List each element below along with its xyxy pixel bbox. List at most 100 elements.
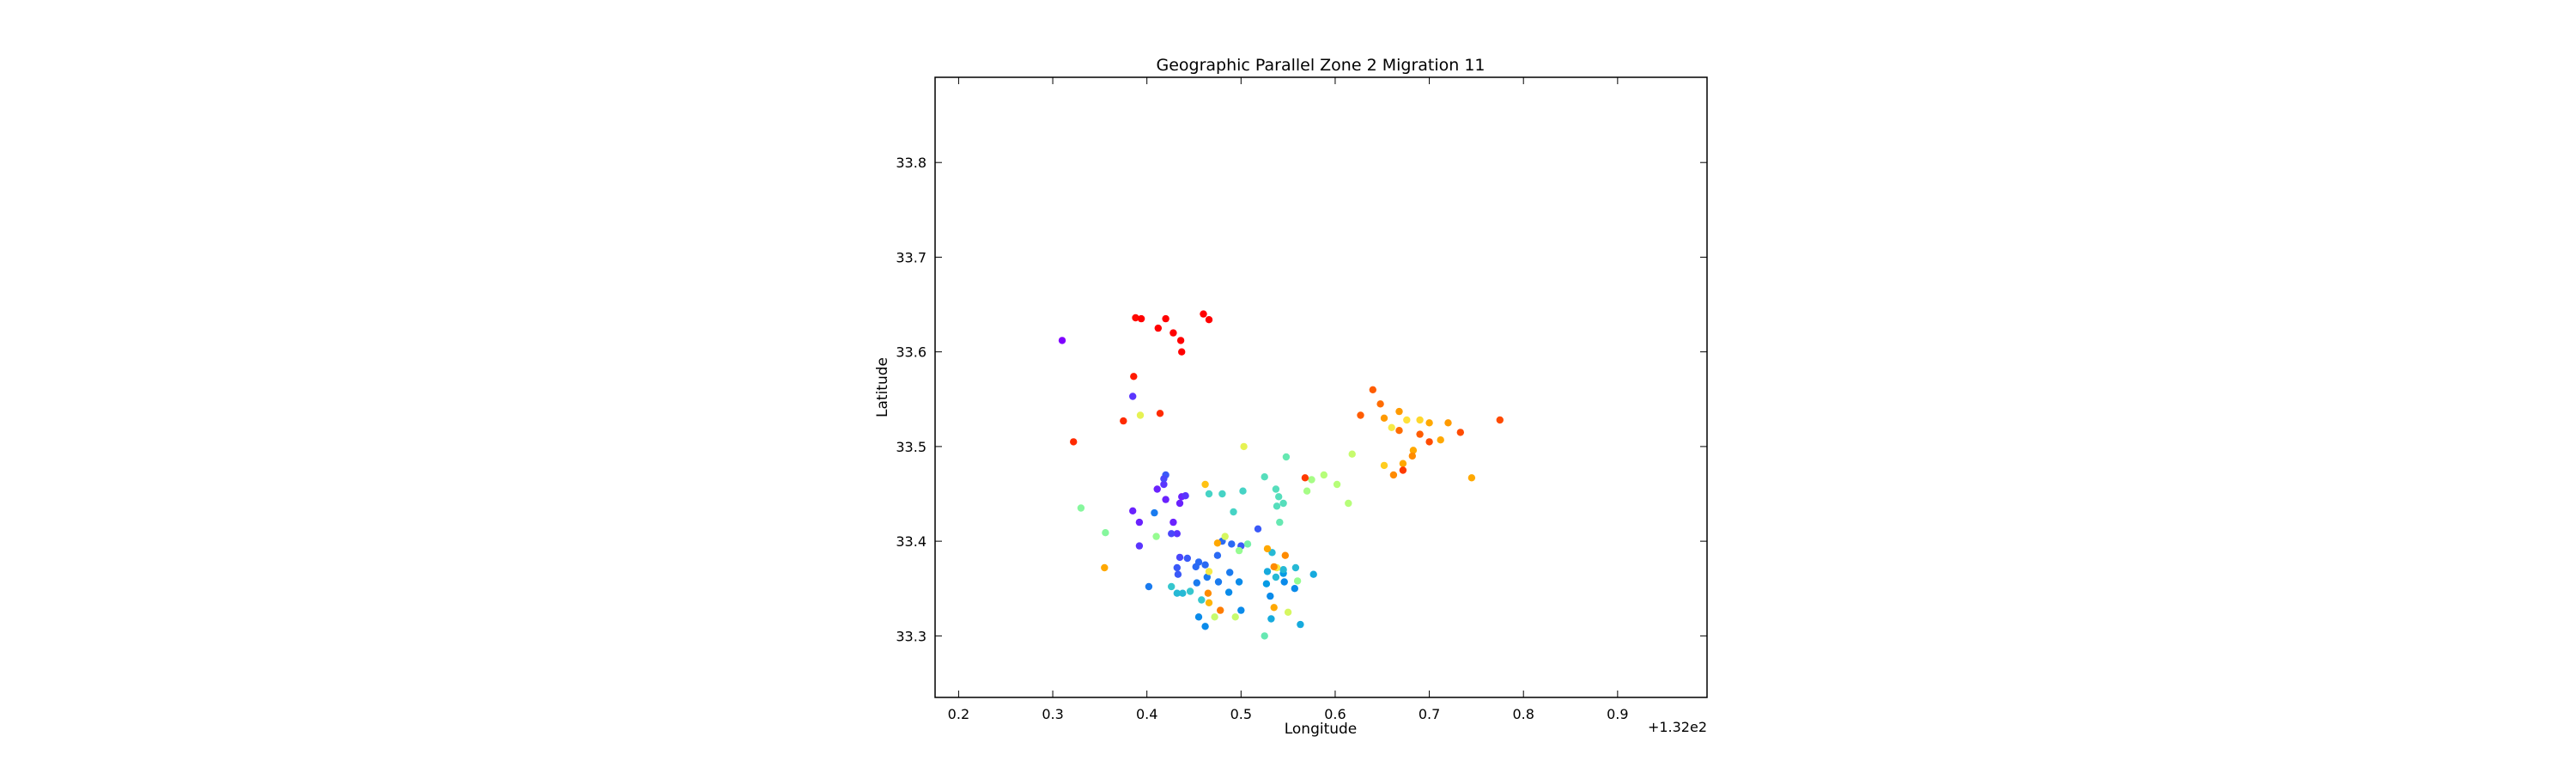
scatter-point [1203, 573, 1212, 581]
scatter-point [1058, 337, 1066, 344]
scatter-point [1308, 476, 1315, 484]
scatter-point [1186, 587, 1194, 595]
scatter-point [1273, 502, 1281, 510]
scatter-point [1176, 337, 1185, 344]
scatter-point [1176, 553, 1184, 562]
scatter-point [1213, 551, 1222, 559]
scatter-point [1178, 348, 1186, 356]
x-tick-label: 0.5 [1230, 706, 1252, 722]
scatter-point [1176, 499, 1184, 508]
scatter-point [1388, 423, 1395, 431]
scatter-point [1218, 490, 1226, 498]
scatter-point [1211, 613, 1218, 621]
scatter-point [1235, 546, 1243, 555]
scatter-point [1408, 452, 1417, 460]
scatter-point [1162, 314, 1170, 323]
scatter-point [1145, 582, 1153, 591]
scatter-point [1129, 393, 1137, 400]
scatter-point [1280, 578, 1288, 586]
scatter-point [1174, 570, 1182, 578]
scatter-point [1272, 573, 1280, 581]
scatter-point [1160, 480, 1168, 489]
x-tick-label: 0.7 [1419, 706, 1440, 722]
scatter-point [1291, 563, 1300, 572]
scatter-point [1437, 436, 1444, 444]
scatter-point [1179, 589, 1187, 597]
scatter-point [1077, 504, 1085, 512]
scatter-point [1279, 566, 1287, 574]
scatter-point [1136, 411, 1145, 419]
scatter-point [1270, 563, 1278, 571]
scatter-point [1200, 310, 1207, 318]
scatter-point [1243, 540, 1252, 548]
scatter-point [1275, 493, 1283, 501]
scatter-point [1101, 563, 1109, 572]
scatter-point [1221, 533, 1229, 540]
scatter-point [1194, 613, 1203, 621]
y-tick-label: 33.8 [896, 155, 927, 171]
scatter-point [1279, 499, 1287, 508]
scatter-point [1198, 596, 1206, 604]
scatter-point [1281, 551, 1290, 559]
scatter-point [1152, 533, 1160, 540]
scatter-point [1376, 400, 1384, 408]
scatter-point [1156, 410, 1164, 417]
scatter-point [1204, 589, 1212, 597]
scatter-point [1214, 578, 1223, 586]
scatter-point [1193, 579, 1201, 587]
scatter-point [1162, 496, 1170, 503]
scatter-point [1291, 585, 1299, 593]
scatter-point [1151, 508, 1158, 517]
scatter-point [1132, 313, 1139, 322]
scatter-point [1130, 373, 1138, 380]
scatter-point [1345, 499, 1352, 508]
scatter-point [1254, 525, 1262, 533]
x-tick-label: 0.9 [1607, 706, 1628, 722]
scatter-point [1168, 530, 1176, 538]
scatter-point [1267, 592, 1274, 600]
scatter-point [1170, 518, 1177, 526]
scatter-point [1205, 568, 1213, 575]
scatter-point [1173, 530, 1182, 538]
scatter-point [1205, 490, 1213, 498]
scatter-point [1425, 419, 1433, 427]
scatter-point [1456, 429, 1465, 436]
scatter-point [1182, 492, 1189, 500]
scatter-point [1262, 580, 1271, 587]
scatter-point [1369, 386, 1377, 393]
scatter-point [1261, 632, 1268, 640]
scatter-point [1263, 568, 1272, 575]
scatter-point [1160, 475, 1168, 483]
scatter-point [1135, 542, 1144, 550]
scatter-point [1173, 589, 1182, 597]
x-tick-label: 0.2 [948, 706, 969, 722]
scatter-point [1380, 414, 1388, 422]
scatter-point [1153, 485, 1161, 493]
scatter-point [1416, 430, 1424, 438]
scatter-point [1270, 604, 1278, 612]
y-tick-label: 33.6 [896, 344, 927, 361]
scatter-point [1170, 329, 1177, 337]
scatter-point [1444, 419, 1452, 427]
scatter-point [1137, 314, 1145, 323]
y-tick-label: 33.5 [896, 439, 927, 455]
scatter-point [1467, 474, 1476, 482]
scatter-point [1154, 324, 1163, 332]
scatter-point [1168, 582, 1176, 591]
scatter-point [1403, 416, 1411, 424]
scatter-point [1282, 453, 1291, 461]
scatter-point [1205, 599, 1213, 606]
scatter-point [1228, 540, 1236, 548]
y-tick-label: 33.4 [896, 533, 927, 550]
scatter-point [1267, 615, 1275, 623]
scatter-point [1284, 608, 1292, 616]
scatter-point [1297, 620, 1304, 629]
scatter-point [1309, 570, 1317, 578]
x-tick-label: 0.4 [1136, 706, 1157, 722]
scatter-point [1183, 554, 1192, 563]
scatter-point [1231, 613, 1239, 621]
scatter-point [1201, 561, 1209, 569]
scatter-point [1395, 407, 1403, 416]
x-axis-ticks: 0.2 0.3 0.4 0.5 0.6 0.7 0.8 0.9 [948, 77, 1629, 722]
